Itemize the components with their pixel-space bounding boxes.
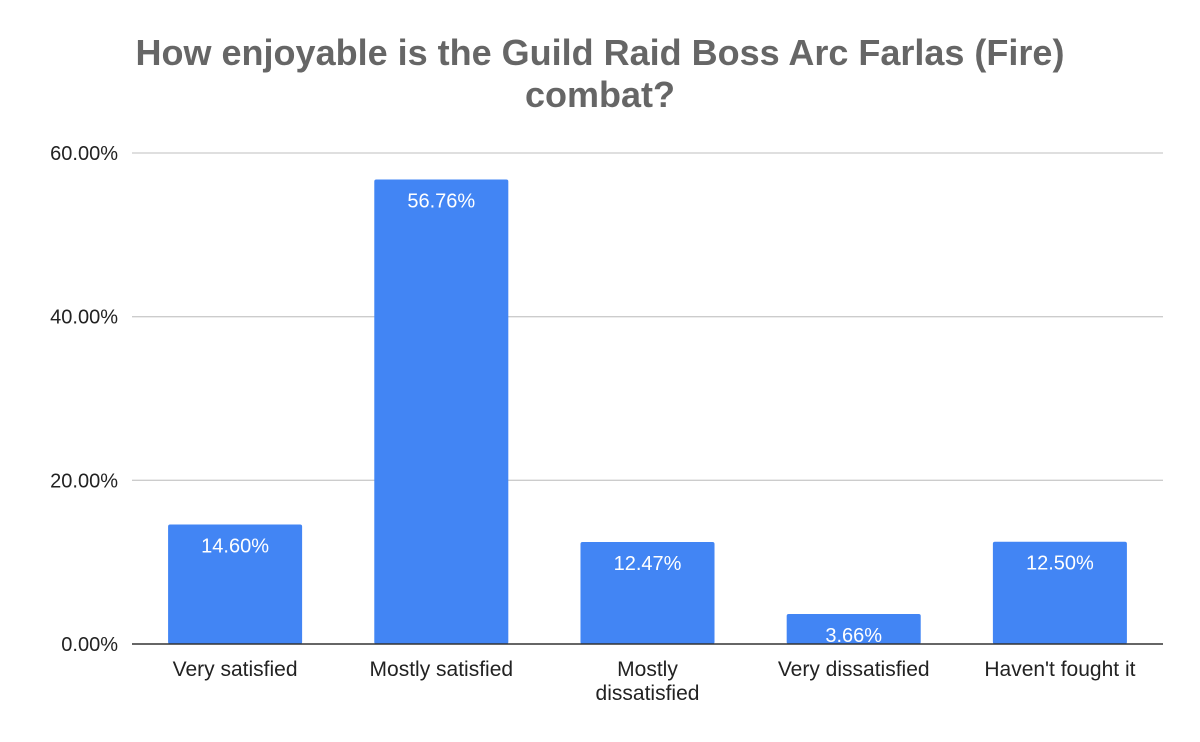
x-category-label: Haven't fought it [984, 658, 1135, 681]
bars [168, 179, 1127, 644]
y-tick-label: 40.00% [50, 307, 118, 329]
y-axis-tick-labels: 0.00% 20.00% 40.00% 60.00% [50, 143, 118, 656]
bar [580, 541, 715, 644]
bar [374, 179, 509, 644]
bar [168, 524, 303, 644]
x-category-label: Mostly satisfied [370, 658, 514, 681]
data-labels: 14.60% 56.76% 12.47% 3.66% 12.50% [201, 191, 1094, 648]
y-tick-label: 60.00% [50, 143, 118, 165]
x-category-label: Very dissatisfied [778, 658, 930, 681]
data-label: 14.60% [201, 536, 269, 558]
chart-title-line-1: How enjoyable is the Guild Raid Boss Arc… [135, 32, 1065, 73]
bar [992, 541, 1127, 644]
bar [786, 614, 921, 644]
chart-title: How enjoyable is the Guild Raid Boss Arc… [0, 32, 1200, 116]
data-label: 12.50% [1026, 553, 1094, 575]
y-tick-label: 20.00% [50, 470, 118, 492]
x-category-label: dissatisfied [596, 682, 700, 705]
x-category-label: Very satisfied [173, 658, 298, 681]
chart-title-line-2: combat? [524, 74, 675, 115]
data-label: 12.47% [614, 553, 682, 575]
x-category-label: Mostly [617, 658, 678, 681]
data-label: 56.76% [407, 191, 475, 213]
data-label: 3.66% [825, 625, 882, 647]
y-tick-label: 0.00% [61, 634, 118, 656]
x-axis-category-labels: Very satisfied Mostly satisfied Mostlydiss… [173, 658, 1136, 705]
gridlines [132, 152, 1163, 481]
